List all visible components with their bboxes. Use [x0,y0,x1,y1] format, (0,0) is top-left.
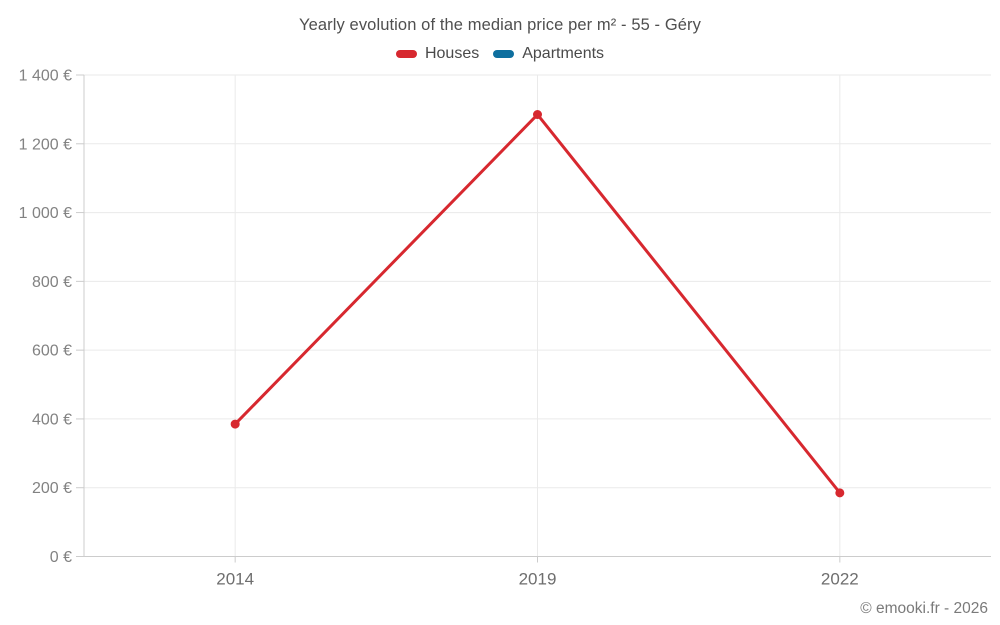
houses-data-point[interactable] [835,488,845,498]
houses-series-swatch-icon [395,50,417,58]
y-axis-tick-label: 1 000 € [19,205,72,222]
legend-item-houses[interactable]: Houses [395,45,480,63]
legend-label-apartments: Apartments [522,45,605,62]
apartments-series-swatch-icon [493,50,515,58]
legend: Houses Apartments [0,45,1000,63]
houses-data-point[interactable] [230,419,240,429]
houses-data-point[interactable] [533,110,542,120]
y-axis-tick-label: 0 € [50,549,72,566]
y-axis-tick-label: 800 € [32,274,72,291]
copyright-text: © emooki.fr - 2026 [860,600,988,617]
x-axis-tick-label: 2022 [821,570,859,589]
legend-item-apartments[interactable]: Apartments [493,45,604,63]
y-axis-tick-label: 1 200 € [19,136,72,153]
chart-title: Yearly evolution of the median price per… [299,16,701,34]
y-axis-tick-label: 1 400 € [19,68,72,85]
y-axis-tick-label: 400 € [32,411,72,428]
y-axis-tick-label: 600 € [32,343,72,360]
x-axis-tick-label: 2019 [519,570,557,589]
y-axis-tick-label: 200 € [32,480,72,497]
x-axis-tick-label: 2014 [216,570,254,589]
legend-label-houses: Houses [424,45,480,62]
